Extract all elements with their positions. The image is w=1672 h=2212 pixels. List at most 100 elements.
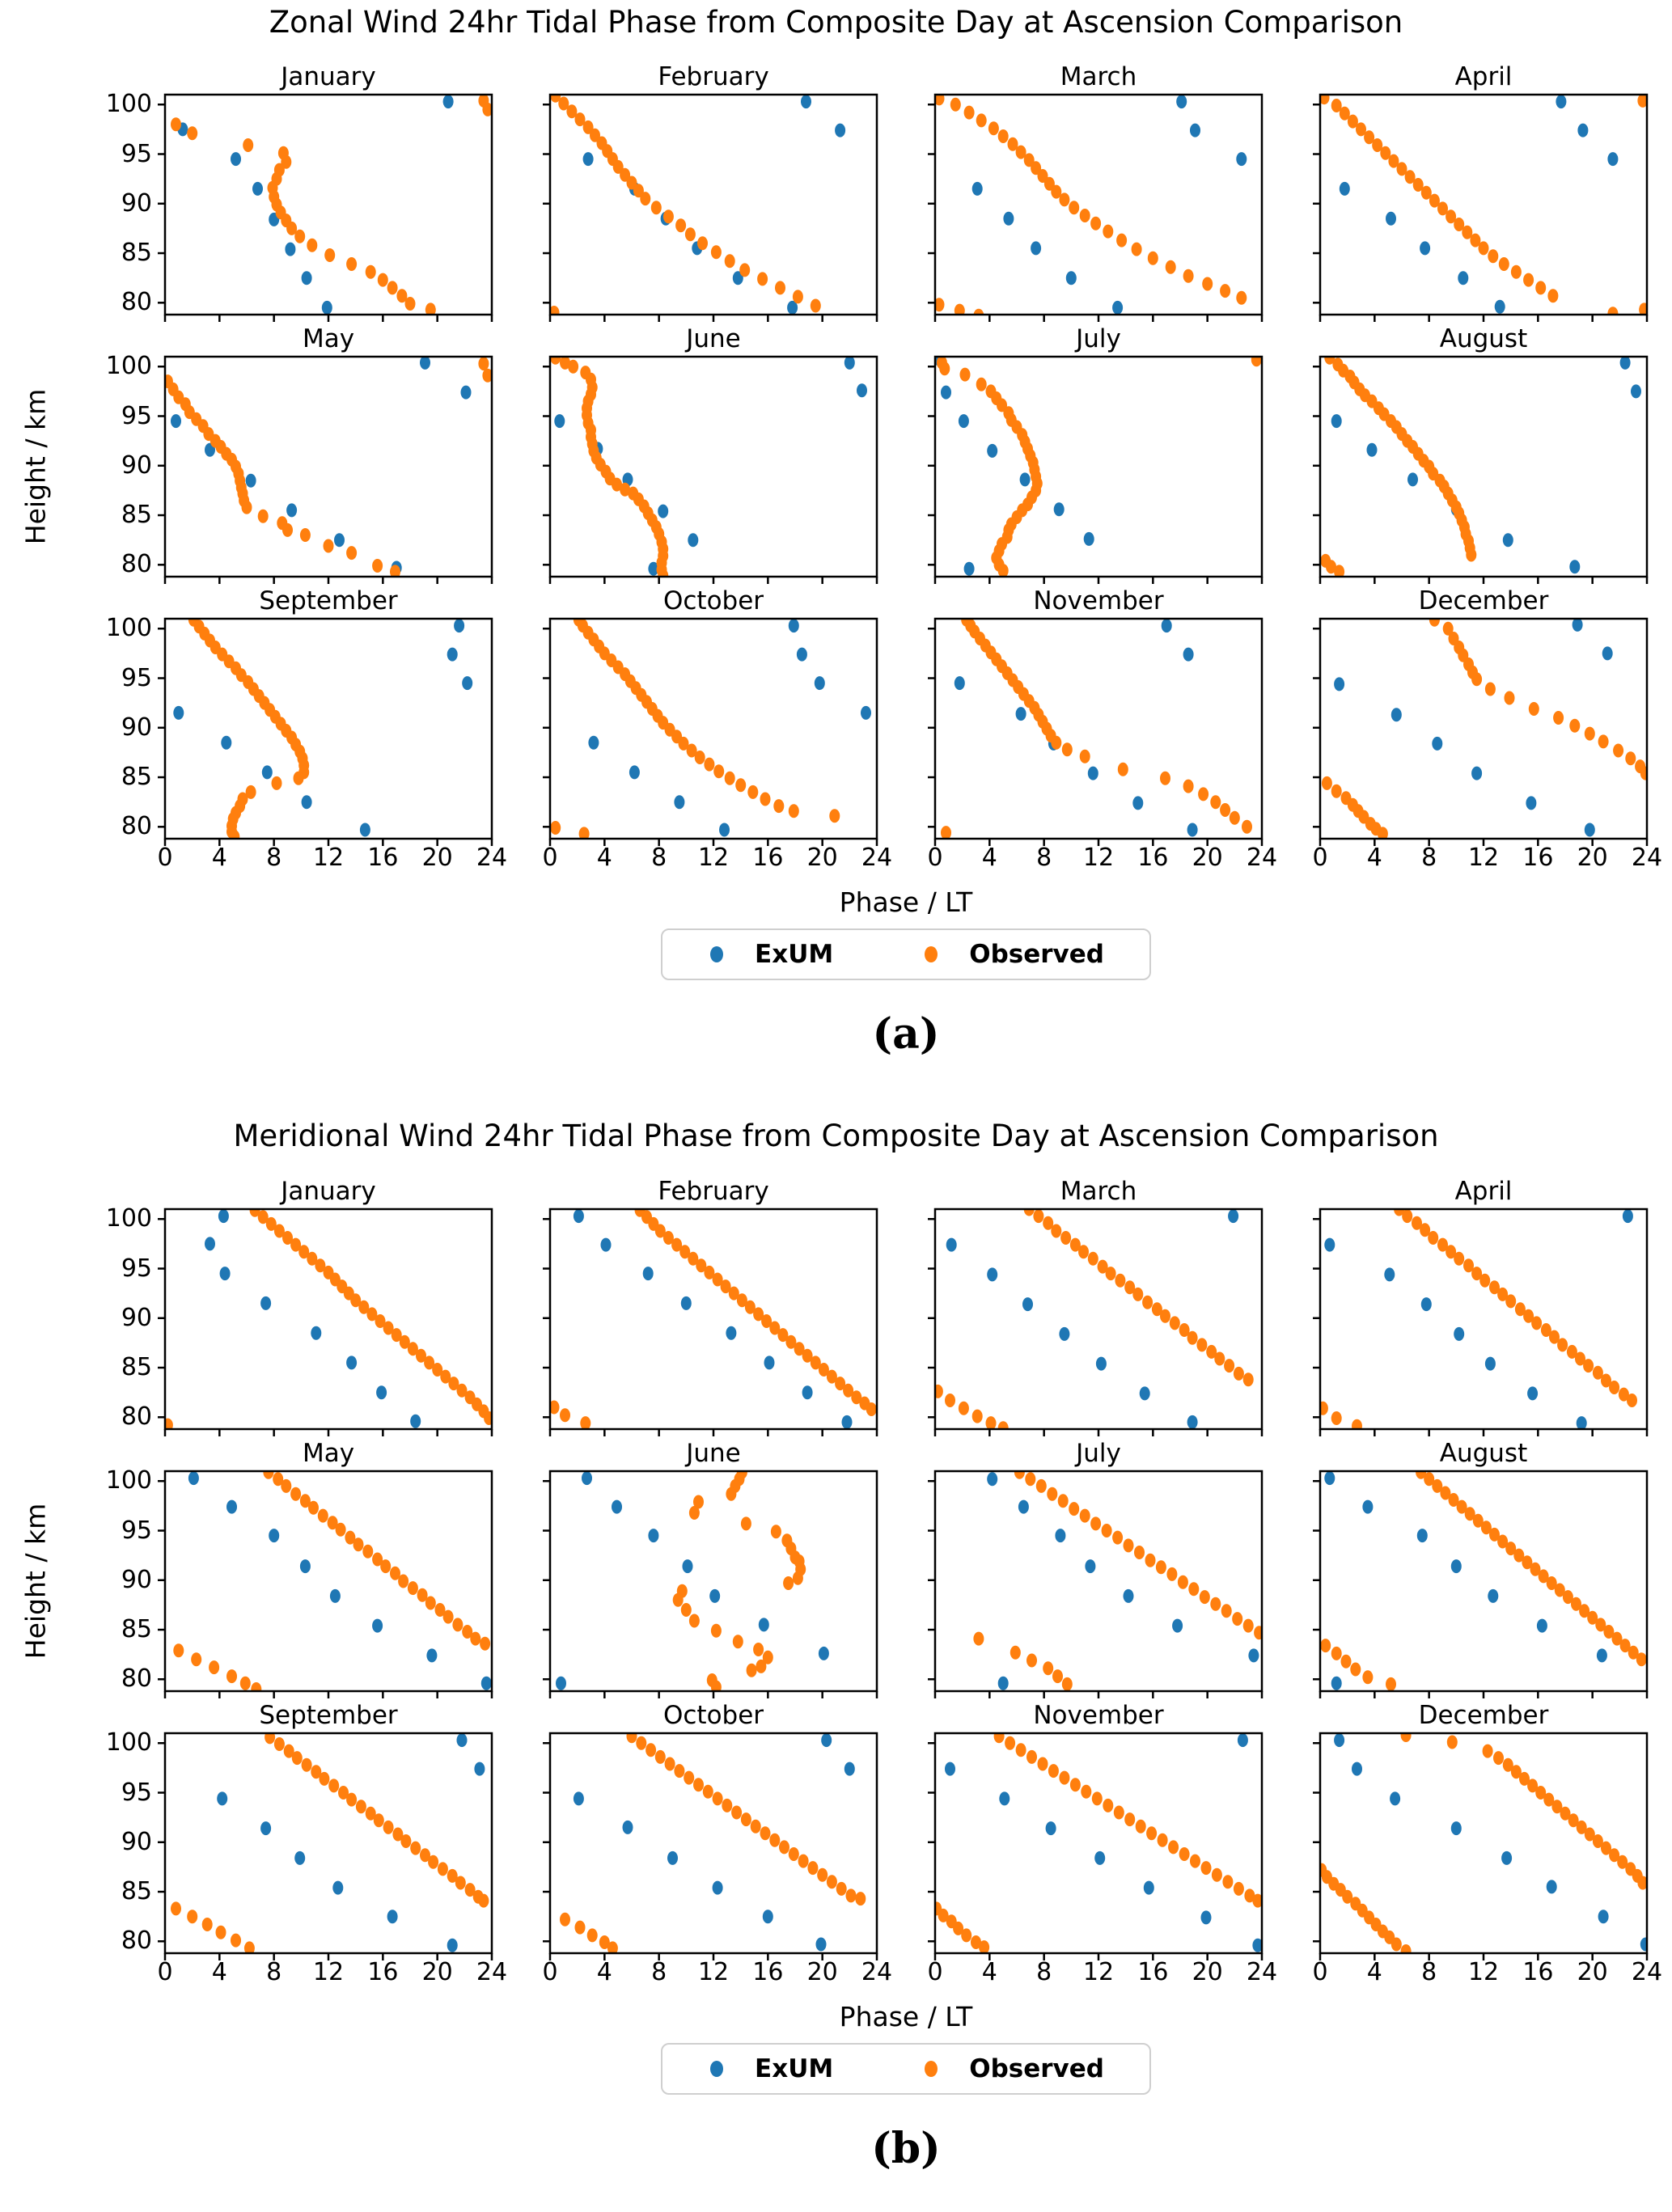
plot-border bbox=[163, 1208, 493, 1431]
subplot-title: June bbox=[686, 1439, 741, 1468]
y-tick-label: 80 bbox=[121, 288, 152, 317]
scatter-plot bbox=[543, 1470, 878, 1698]
y-tick-label: 90 bbox=[121, 713, 152, 742]
subplot-title: September bbox=[259, 1701, 398, 1730]
exum-series bbox=[946, 1209, 1239, 1429]
axis-ticks bbox=[1313, 628, 1649, 846]
y-tick-label: 90 bbox=[121, 450, 152, 480]
plot-border bbox=[933, 617, 1264, 840]
subplot-title: June bbox=[686, 324, 741, 353]
y-tick-label: 80 bbox=[121, 1664, 152, 1694]
y-tick-label: 90 bbox=[121, 1827, 152, 1856]
subplot-title: September bbox=[259, 586, 398, 615]
y-tick-label: 80 bbox=[121, 1402, 152, 1432]
plot-border bbox=[548, 1732, 878, 1955]
exum-series bbox=[971, 95, 1247, 315]
axis-ticks bbox=[543, 366, 878, 584]
subplot-title: August bbox=[1439, 324, 1528, 353]
x-tick-label: 20 bbox=[806, 844, 838, 872]
exum-series bbox=[205, 1209, 421, 1428]
y-tick-label: 85 bbox=[121, 1615, 152, 1644]
x-tick-label: 8 bbox=[266, 844, 282, 872]
axis-ticks bbox=[1313, 104, 1649, 322]
plot-border bbox=[163, 1470, 493, 1693]
exum-series bbox=[1324, 1471, 1607, 1690]
plot-border bbox=[1319, 1470, 1649, 1693]
observed-series bbox=[935, 1733, 1262, 1953]
panel-a-letter: (a) bbox=[872, 1009, 940, 1059]
exum-marker-icon bbox=[710, 946, 724, 962]
x-tick-label: 0 bbox=[1312, 1958, 1328, 1986]
subplot-may-b: May 80 85 90 95 100 bbox=[106, 1439, 493, 1698]
x-tick-label: 24 bbox=[1631, 1958, 1663, 1986]
x-tick-label: 24 bbox=[476, 844, 508, 872]
x-tick-label: 4 bbox=[981, 1958, 997, 1986]
plot-border bbox=[548, 1470, 878, 1693]
exum-series bbox=[1339, 95, 1619, 314]
observed-series bbox=[941, 619, 1252, 839]
x-tick-label: 16 bbox=[752, 844, 784, 872]
scatter-plot bbox=[543, 617, 878, 846]
subplot-october-a: October 0 4 8 12 16 20 24 bbox=[542, 586, 892, 872]
axis-ticks bbox=[158, 1480, 493, 1698]
plot-border bbox=[548, 617, 878, 840]
scatter-plot bbox=[928, 1732, 1264, 1960]
y-tick-label: 95 bbox=[121, 139, 152, 168]
x-tick-label: 16 bbox=[367, 844, 399, 872]
plot-border bbox=[933, 355, 1264, 578]
subplot-title: October bbox=[662, 1701, 764, 1730]
subplot-october-b: October 0 4 8 12 16 20 24 bbox=[542, 1701, 892, 1986]
subplot-title: December bbox=[1418, 586, 1549, 615]
x-tick-label: 8 bbox=[651, 844, 667, 872]
y-tick-label: 100 bbox=[105, 1728, 152, 1757]
legend-label-exum: ExUM bbox=[755, 940, 834, 969]
subplot-title: February bbox=[658, 1177, 769, 1206]
axis-ticks bbox=[928, 1480, 1264, 1698]
exum-series bbox=[1334, 1733, 1647, 1952]
exum-series bbox=[188, 1471, 492, 1690]
subplot-title: November bbox=[1033, 1701, 1164, 1730]
x-tick-label: 12 bbox=[312, 1958, 345, 1986]
axis-ticks bbox=[543, 1742, 878, 1960]
y-tick-label: 90 bbox=[121, 1303, 152, 1332]
plot-border bbox=[1319, 355, 1649, 578]
observed-series bbox=[1320, 357, 1477, 577]
y-tick-label: 100 bbox=[105, 352, 152, 381]
observed-series bbox=[165, 1209, 492, 1429]
subplot-june-a: June bbox=[543, 324, 878, 584]
y-tick-label: 95 bbox=[121, 663, 152, 692]
legend-label-exum: ExUM bbox=[755, 2054, 834, 2083]
subplot-title: May bbox=[302, 1439, 355, 1468]
exum-series bbox=[1324, 1209, 1633, 1429]
x-tick-label: 0 bbox=[157, 1958, 173, 1986]
exum-series bbox=[173, 619, 473, 837]
observed-series bbox=[935, 95, 1247, 315]
legend-entry-observed: Observed bbox=[922, 940, 1104, 969]
subplot-april-a: April bbox=[1313, 62, 1649, 322]
observed-series bbox=[550, 95, 821, 315]
plot-border bbox=[548, 355, 878, 578]
exum-series bbox=[945, 1733, 1262, 1952]
y-tick-label: 100 bbox=[105, 1204, 152, 1233]
x-tick-label: 16 bbox=[1522, 1958, 1554, 1986]
axis-ticks bbox=[158, 628, 493, 846]
observed-series bbox=[1321, 619, 1647, 839]
subplot-september-a: September 80 85 90 95 100 0 4 8 12 16 20 24 bbox=[106, 586, 507, 872]
plot-border bbox=[163, 617, 493, 840]
subplot-august-a: August bbox=[1313, 324, 1649, 584]
x-tick-label: 4 bbox=[596, 844, 612, 872]
panel-a-x-axis-label: Phase / LT bbox=[839, 886, 973, 918]
scatter-plot bbox=[158, 355, 493, 584]
scatter-plot bbox=[1313, 1732, 1649, 1960]
y-tick-label: 100 bbox=[105, 1466, 152, 1495]
subplot-february-a: February bbox=[543, 62, 878, 322]
exum-series bbox=[954, 619, 1198, 837]
scatter-plot bbox=[1313, 355, 1649, 584]
observed-series bbox=[1320, 1209, 1637, 1429]
observed-series bbox=[1320, 1733, 1647, 1953]
x-tick-label: 4 bbox=[596, 1958, 612, 1986]
observed-series bbox=[550, 357, 669, 577]
axis-ticks bbox=[928, 1218, 1264, 1436]
exum-series bbox=[1331, 357, 1641, 574]
exum-series bbox=[217, 1733, 485, 1952]
